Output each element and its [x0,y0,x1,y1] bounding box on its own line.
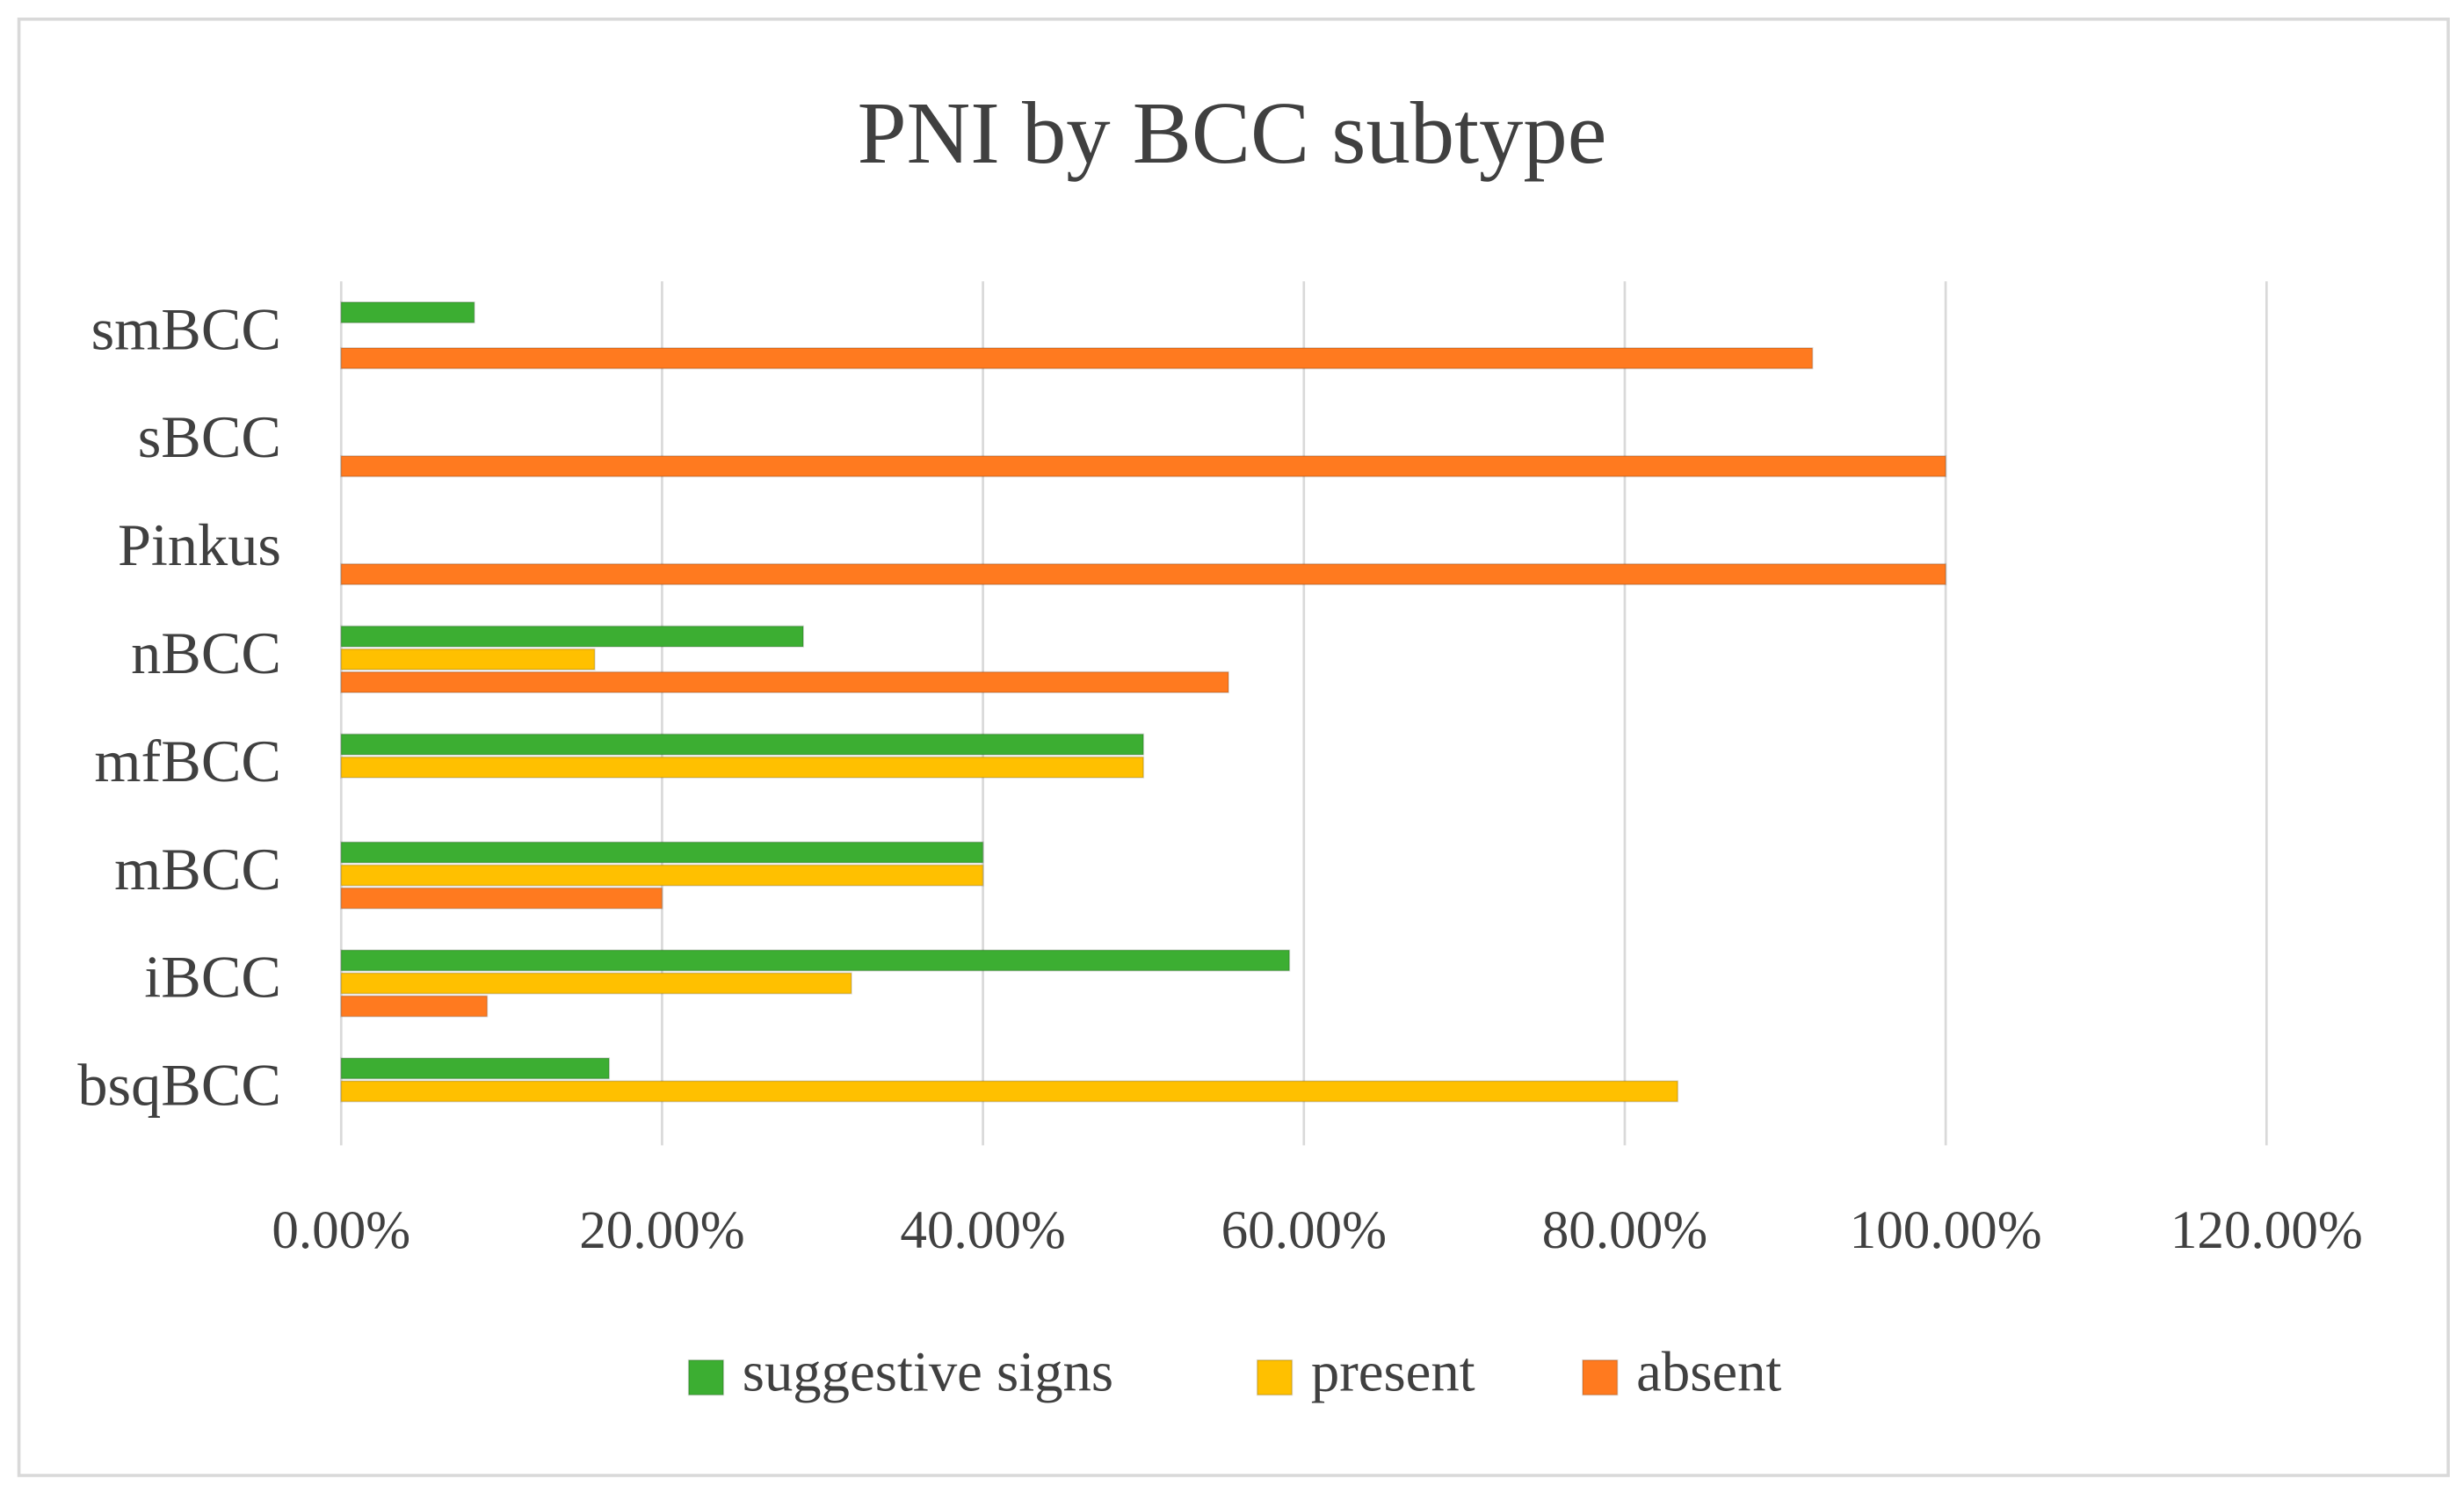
bar [340,454,1947,478]
bar [340,864,984,887]
legend-swatch [687,1359,725,1396]
bar [340,1057,611,1080]
bar [340,347,1814,370]
y-tick-label: mfBCC [94,728,281,794]
bar [340,972,852,995]
y-tick-label: nBCC [131,620,281,686]
bar [340,670,1229,693]
y-tick-label: sBCC [138,403,281,470]
x-tick-label: 120.00% [2170,1201,2363,1260]
y-tick-label: mBCC [114,836,281,902]
bar [340,995,489,1018]
legend-label: present [1311,1339,1475,1402]
legend-swatch [1582,1359,1619,1396]
bar [340,625,805,648]
legend-label: suggestive signs [743,1339,1113,1402]
x-tick-label: 40.00% [900,1201,1065,1260]
bar [340,648,596,670]
y-tick-label: bsqBCC [77,1052,281,1119]
legend-swatch [1256,1359,1294,1396]
bar [340,301,475,324]
y-tick-label: smBCC [91,295,281,362]
legend-label: absent [1636,1339,1781,1402]
y-tick-label: Pinkus [118,511,281,578]
x-tick-label: 60.00% [1221,1201,1387,1260]
bar [340,562,1947,586]
x-tick-label: 100.00% [1850,1201,2042,1260]
bar [340,887,663,910]
bar [340,1080,1679,1103]
bar [340,841,984,864]
bar [340,949,1291,972]
x-tick-label: 20.00% [579,1201,744,1260]
chart-title: PNI by BCC subtype [858,83,1607,182]
bar [340,756,1145,779]
x-tick-label: 80.00% [1542,1201,1707,1260]
y-tick-label: iBCC [144,944,281,1011]
bar [340,733,1145,756]
x-tick-label: 0.00% [272,1201,410,1260]
